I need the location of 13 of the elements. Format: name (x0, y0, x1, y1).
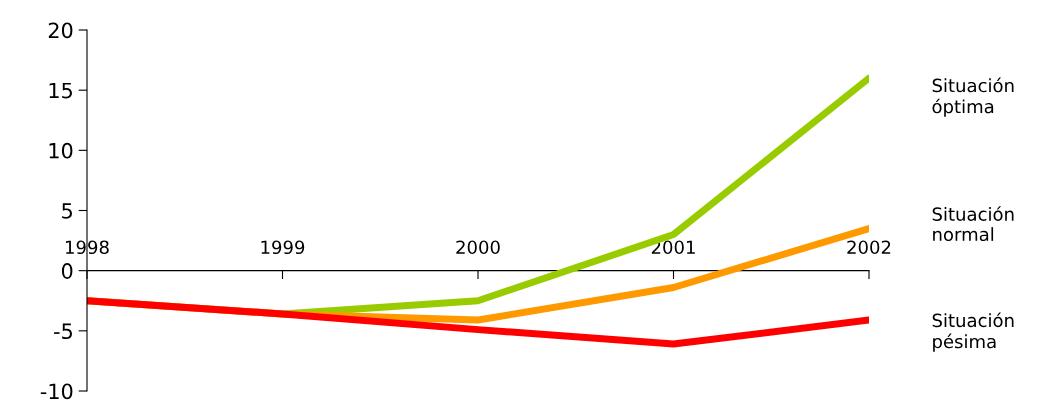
y-tick-label: 5 (62, 203, 72, 219)
y-tick-label: -10 (40, 383, 73, 400)
x-tick-label: 2002 (847, 240, 891, 255)
y-tick-label: 0 (61, 263, 73, 279)
x-tick-label: 1999 (261, 240, 305, 255)
text: Situación normal (932, 206, 1014, 242)
y-tick-label: 20 (48, 22, 73, 39)
y-tick-label: 15 (49, 82, 72, 99)
text: Situación pésima (932, 312, 1014, 352)
y-tick-label: -5 (54, 323, 72, 340)
x-tick-label: 2000 (456, 240, 500, 255)
y-tick-label: 10 (49, 142, 73, 159)
text: Situación óptima (932, 77, 1014, 117)
